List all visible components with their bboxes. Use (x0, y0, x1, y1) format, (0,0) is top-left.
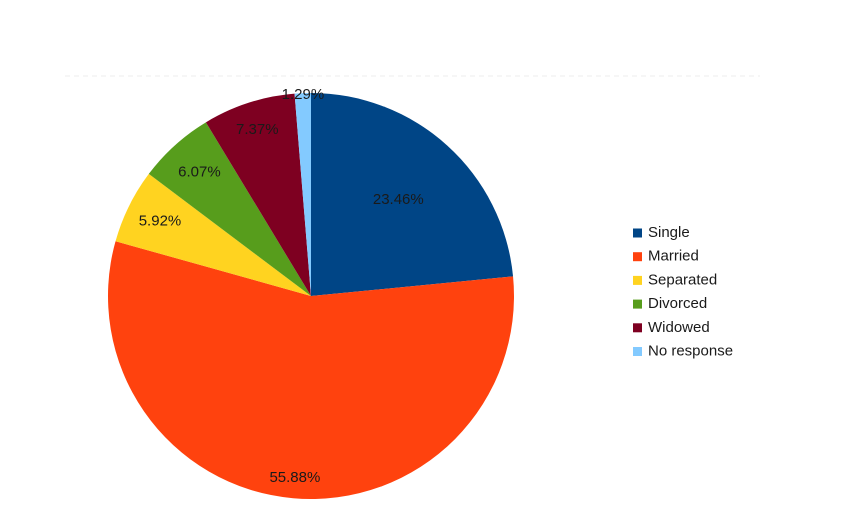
pie-slice-married (107, 241, 514, 500)
pie-slice-separated (115, 173, 311, 296)
legend-swatch-no-response (633, 347, 642, 356)
legend-swatch-married (633, 252, 642, 262)
slice-label-separated: 5.92% (139, 212, 182, 229)
pie-slice-widowed (205, 93, 311, 296)
pie-slices (107, 93, 514, 500)
legend-label-separated: Separated (648, 271, 717, 288)
slice-label-no-response: 1.29% (282, 86, 325, 103)
slice-label-single: 23.46% (373, 191, 424, 208)
legend-label-married: Married (648, 248, 699, 265)
pie-slice-single (311, 93, 514, 296)
slice-label-married: 55.88% (269, 469, 320, 486)
legend-label-single: Single (648, 224, 690, 241)
legend-label-no-response: No response (648, 342, 733, 359)
pie-slice-divorced (148, 122, 311, 296)
slice-label-widowed: 7.37% (236, 121, 279, 138)
legend-swatch-divorced (633, 299, 642, 309)
legend-swatch-separated (633, 275, 642, 285)
pie-slice-labels: 23.46% 55.88% 5.92% 6.07% 7.37% 1.29% (139, 86, 424, 486)
legend-swatch-single (633, 228, 642, 238)
legend-label-widowed: Widowed (648, 319, 710, 336)
slice-label-divorced: 6.07% (178, 163, 221, 180)
pie-slice-no-response (294, 93, 311, 296)
legend-label-divorced: Divorced (648, 295, 707, 312)
legend-swatch-widowed (633, 323, 642, 333)
legend: Single Married Separated Divorced Widowed No … (633, 224, 733, 359)
